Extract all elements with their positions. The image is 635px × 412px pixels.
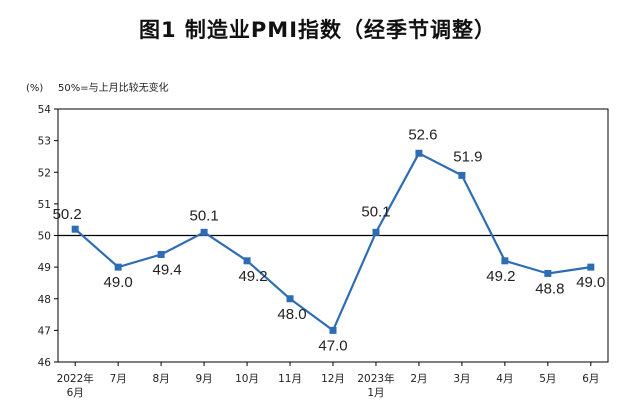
data-point-marker	[544, 269, 552, 277]
data-label: 48.8	[535, 280, 564, 297]
y-unit-label: (%)	[26, 83, 43, 94]
data-label: 50.2	[53, 206, 82, 223]
series-layer	[71, 149, 595, 334]
y-tick-label: 54	[38, 104, 52, 116]
x-tick-label: 5月	[539, 373, 556, 385]
x-tick-label: 4月	[496, 373, 513, 385]
data-label: 49.4	[153, 261, 182, 278]
y-tick-label: 48	[38, 294, 51, 306]
pmi-series-line	[74, 152, 591, 332]
x-tick-label: 12月	[321, 373, 345, 385]
data-label: 48.0	[277, 306, 306, 323]
x-tick-label: 3月	[453, 373, 470, 385]
data-label: 49.2	[238, 268, 267, 285]
data-label: 51.9	[453, 148, 482, 165]
x-tick-label: 10月	[235, 373, 259, 385]
data-label: 49.0	[104, 274, 133, 291]
baseline-annotation: 50%=与上月比较无变化	[58, 81, 169, 94]
y-tick-label: 49	[38, 262, 51, 274]
data-label: 49.0	[576, 274, 605, 291]
data-point-marker	[587, 263, 595, 271]
data-point-marker	[286, 295, 294, 303]
x-tick-label: 6月	[582, 373, 599, 385]
y-tick-label: 50	[38, 231, 51, 243]
x-tick-label: 2023年	[357, 372, 394, 385]
data-point-marker	[157, 250, 165, 258]
y-tick-label: 51	[38, 199, 51, 211]
x-tick-label: 9月	[196, 373, 213, 385]
x-tick-label: 2022年	[57, 372, 94, 385]
data-point-marker	[329, 326, 337, 334]
data-point-marker	[415, 149, 423, 157]
data-point-marker	[458, 171, 466, 179]
data-point-marker	[243, 257, 251, 265]
data-label: 50.1	[361, 203, 390, 220]
data-label: 47.0	[318, 337, 347, 354]
y-tick-label: 52	[38, 167, 51, 179]
x-tick-label: 1月	[367, 387, 384, 399]
x-tick-label: 8月	[153, 373, 170, 385]
data-point-marker	[71, 225, 79, 233]
data-point-marker	[501, 257, 509, 265]
x-tick-label: 6月	[67, 387, 84, 399]
x-tick-label: 2月	[410, 373, 427, 385]
y-tick-label: 46	[38, 357, 52, 369]
y-tick-label: 53	[38, 136, 51, 148]
y-tick-label: 47	[38, 325, 51, 337]
axes: 46 47 48 49 50 51 52 53 54 2022年 6月 7月 8月 9月 10月 11月 12月…	[38, 104, 609, 399]
data-point-marker	[372, 228, 380, 236]
data-label: 49.2	[486, 268, 515, 285]
x-tick-label: 11月	[278, 373, 302, 385]
data-labels: 50.2 49.0 49.4 50.1 49.2 48.0 47.0 50.1 52.6 51.9…	[53, 126, 606, 354]
data-label: 52.6	[408, 126, 437, 143]
x-tick-label: 7月	[110, 373, 127, 385]
data-point-marker	[200, 228, 208, 236]
data-point-marker	[114, 263, 122, 271]
data-label: 50.1	[189, 207, 218, 224]
chart-title: 图1 制造业PMI指数（经季节调整）	[138, 18, 497, 42]
